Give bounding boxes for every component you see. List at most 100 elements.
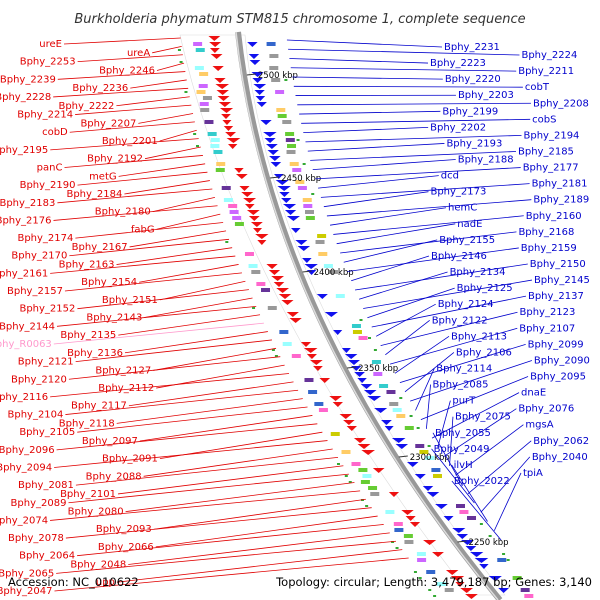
reverse-gene-glyph	[316, 294, 328, 299]
cog-box	[266, 42, 276, 46]
cog-box	[207, 132, 217, 136]
cog-box	[358, 336, 368, 340]
gc-dot	[193, 133, 197, 135]
gene-label: Bphy_2208	[533, 98, 589, 109]
gene-label: Bphy_2167	[72, 242, 128, 253]
label-leader-line	[286, 39, 443, 48]
label-leader-line	[480, 456, 531, 513]
forward-gene-glyph	[313, 366, 323, 371]
forward-gene-glyph	[228, 144, 238, 149]
gene-label: Bphy_2089	[11, 498, 67, 509]
forward-gene-glyph	[210, 54, 223, 59]
gene-label: Bphy_2223	[430, 58, 486, 69]
reverse-gene-glyph	[470, 552, 484, 557]
gene-label: Bphy_2066	[98, 542, 154, 553]
reverse-gene-glyph	[260, 120, 272, 125]
gene-label: Bphy_2118	[59, 418, 115, 429]
label-leader-line	[53, 87, 189, 98]
cog-box	[269, 54, 279, 58]
label-leader-line	[64, 272, 242, 292]
label-leader-line	[425, 384, 431, 429]
forward-gene-glyph	[332, 402, 343, 407]
cog-box	[524, 594, 534, 598]
gene-label: Bphy_2040	[532, 452, 588, 463]
cog-box	[360, 480, 370, 484]
forward-gene-glyph	[221, 114, 231, 119]
cog-box	[459, 510, 469, 514]
gene-label: Bphy_2181	[532, 179, 588, 190]
label-leader-line	[118, 314, 261, 336]
gene-label: Bphy_2173	[430, 187, 486, 198]
label-leader-line	[124, 331, 268, 354]
gene-label: metG	[89, 171, 117, 182]
cog-box	[351, 324, 361, 328]
reverse-gene-glyph	[267, 150, 279, 155]
forward-gene-glyph	[244, 204, 255, 209]
cog-box	[396, 414, 406, 418]
label-leader-line	[297, 102, 531, 106]
cog-box	[295, 180, 305, 184]
cog-box	[282, 342, 292, 346]
cog-box	[385, 510, 395, 514]
label-leader-line	[63, 37, 181, 45]
gene-label: Bphy_2170	[11, 251, 67, 262]
gene-label: Bphy_2097	[82, 436, 138, 447]
cog-box	[315, 240, 325, 244]
forward-gene-glyph	[253, 228, 263, 233]
label-leader-line	[320, 183, 530, 198]
reverse-gene-glyph	[414, 474, 426, 479]
gene-label: Bphy_2228	[0, 92, 51, 103]
reverse-gene-glyph	[395, 444, 409, 449]
forward-gene-glyph	[388, 492, 400, 497]
cog-box	[303, 204, 313, 208]
forward-gene-glyph	[234, 168, 244, 173]
label-leader-line	[315, 167, 521, 180]
gc-dot	[479, 523, 483, 525]
forward-gene-glyph	[276, 288, 290, 293]
cog-box	[198, 84, 208, 88]
gc-dot	[302, 163, 306, 165]
label-leader-line	[77, 406, 308, 433]
gc-dot	[488, 535, 492, 537]
gene-label: Bphy_2096	[0, 445, 55, 456]
label-leader-line	[56, 423, 318, 451]
cog-box	[308, 390, 318, 394]
forward-gene-glyph	[465, 594, 478, 599]
reverse-gene-glyph	[263, 132, 277, 137]
cog-box	[318, 408, 328, 412]
reverse-gene-glyph	[374, 408, 388, 413]
cog-box	[261, 288, 271, 292]
gene-label: dnaE	[521, 388, 546, 399]
tick-mark	[302, 270, 312, 273]
cog-box	[335, 294, 345, 298]
reverse-gene-glyph	[266, 144, 278, 149]
forward-gene-glyph	[239, 186, 250, 191]
gene-label: Bphy_2220	[445, 74, 501, 85]
reverse-gene-glyph	[360, 384, 373, 389]
gc-dot	[179, 61, 183, 63]
reverse-gene-glyph	[249, 60, 261, 65]
cog-box	[426, 570, 436, 574]
gene-label: Bphy_2093	[96, 524, 152, 535]
reverse-gene-glyph	[255, 96, 266, 101]
reverse-gene-glyph	[333, 330, 343, 335]
label-leader-line	[68, 356, 281, 380]
label-leader-line	[410, 360, 533, 402]
gene-label: Bphy_2117	[71, 401, 127, 412]
scale-ticks: 2500 kbp 2450 kbp 2400 kbp 2350 kbp 2300 kbp…	[246, 71, 509, 548]
gc-dot	[284, 79, 288, 81]
cog-box	[415, 444, 425, 448]
cog-box	[368, 486, 378, 490]
cog-box	[287, 144, 297, 148]
gene-label: nadE	[457, 219, 482, 230]
forward-gene-glyph	[246, 210, 260, 215]
gene-label: Bphy_2236	[72, 83, 128, 94]
gene-label: cobS	[532, 114, 556, 125]
label-leader-line	[323, 191, 429, 208]
reverse-gene-glyph	[367, 396, 382, 401]
forward-gene-glyph	[278, 294, 292, 299]
cog-box	[234, 222, 244, 226]
label-leader-line	[57, 188, 213, 204]
cog-box	[351, 462, 361, 466]
gene-label: Bphy_2101	[60, 489, 116, 500]
